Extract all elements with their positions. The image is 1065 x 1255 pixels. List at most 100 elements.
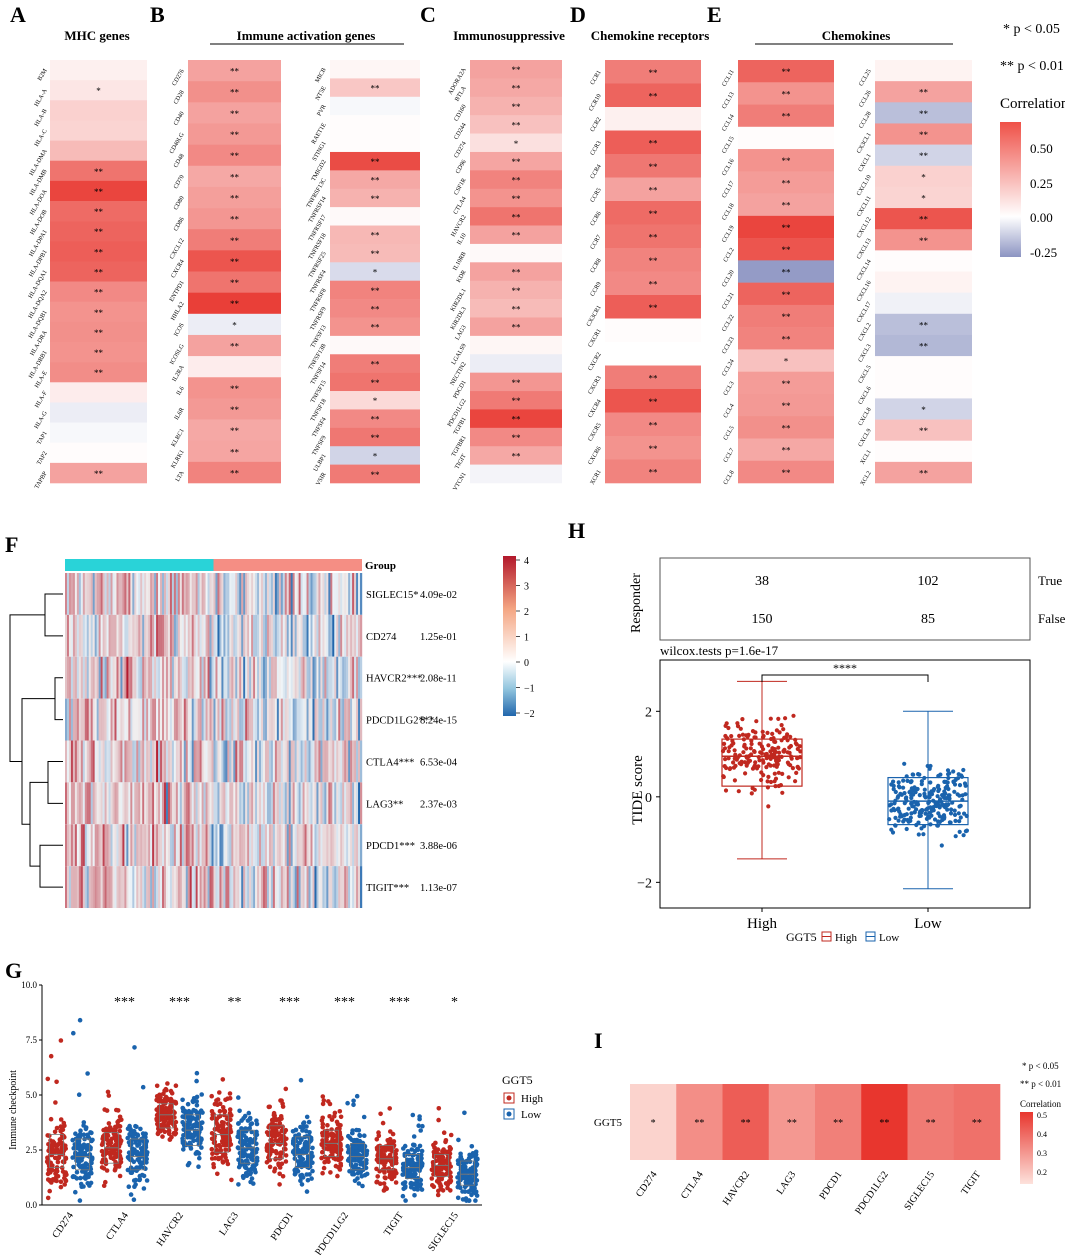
f-cell <box>274 740 278 783</box>
g-point-PDCD1LG2-High <box>332 1110 338 1116</box>
f-cell <box>146 740 149 783</box>
f-cell <box>292 656 295 699</box>
f-cell <box>82 866 85 909</box>
f-cell <box>120 573 123 615</box>
f-cell <box>270 573 274 615</box>
f-cell <box>201 614 204 657</box>
g-point-PDCD1LG2-Low <box>353 1166 359 1172</box>
g-point-CTLA4-High <box>106 1093 112 1098</box>
f-cell <box>116 573 119 615</box>
g-point-LAG3-Low <box>236 1121 241 1126</box>
f-cell <box>235 824 238 867</box>
f-cell <box>187 782 190 825</box>
g-point-CTLA4-High <box>117 1154 123 1160</box>
f-cell <box>278 573 282 615</box>
f-cell <box>169 656 173 699</box>
f-cell <box>197 866 200 909</box>
f-cell <box>259 573 262 615</box>
f-cell <box>233 698 236 741</box>
h-ytick-2: −2 <box>637 876 652 891</box>
h-point-Low <box>891 783 896 789</box>
f-cell <box>100 656 103 699</box>
h-point-High <box>726 749 731 754</box>
f-cell <box>70 614 74 657</box>
f-cell <box>152 573 155 615</box>
cell-B-TNFSF14 <box>330 354 420 373</box>
g-point-PDCD1LG2-High <box>326 1159 331 1164</box>
f-cell <box>169 698 173 741</box>
f-cell <box>185 614 188 657</box>
f-cell <box>191 782 194 825</box>
g-point-CTLA4-High <box>117 1124 123 1129</box>
f-cell <box>257 740 260 783</box>
g-point-PDCD1-High <box>280 1174 286 1179</box>
f-cell <box>120 866 123 909</box>
f-cell <box>82 614 85 657</box>
f-cell <box>154 614 157 657</box>
sig-B-ICOS: * <box>232 320 237 330</box>
f-cell <box>286 866 289 909</box>
f-dendro-6 <box>9 614 45 762</box>
sig-A-HLA-DRB1: ** <box>94 348 104 358</box>
f-cell <box>164 824 167 867</box>
f-cell <box>86 614 89 657</box>
g-box-CTLA4-Low <box>130 1138 145 1171</box>
h-responder-False: False <box>1038 611 1065 626</box>
title-A: MHC genes <box>64 28 129 43</box>
f-cell <box>221 573 224 615</box>
g-point-TIGIT-High <box>376 1157 382 1163</box>
h-plot-frame <box>659 659 1031 909</box>
h-point-Low <box>939 843 944 848</box>
g-point-TIGIT-Low <box>400 1193 406 1199</box>
sig-C-KIR2DL1: ** <box>512 286 522 296</box>
f-cell <box>185 866 188 909</box>
h-point-Low <box>890 830 896 835</box>
h-point-Low <box>945 780 950 785</box>
f-cell <box>274 614 278 657</box>
f-cell <box>308 824 311 867</box>
h-point-Low <box>914 800 919 805</box>
g-point-PDCD1LG2-Low <box>364 1171 370 1177</box>
h-point-High <box>741 750 746 755</box>
cell-E-CCL25 <box>875 60 972 82</box>
g-point-LAG3-High <box>217 1101 223 1107</box>
f-cell <box>181 740 184 783</box>
f-cell <box>191 740 194 783</box>
g-point-HAVCR2-High <box>161 1122 167 1128</box>
sig-E-CXCL1: ** <box>919 151 929 161</box>
f-cell <box>211 656 214 699</box>
g-point-LAG3-High <box>209 1116 215 1121</box>
h-xtick-High: High <box>747 916 778 932</box>
f-cell <box>132 740 135 783</box>
cell-A-HLA-A <box>50 80 147 101</box>
h-point-High <box>768 763 773 768</box>
f-cell <box>211 866 214 909</box>
h-point-High <box>765 779 770 784</box>
f-cell <box>209 740 212 783</box>
gene-A-HLA-F: HLA-F <box>34 389 49 409</box>
f-cell <box>336 614 339 657</box>
g-point-PDCD1-Low <box>299 1182 305 1187</box>
g-sig-HAVCR2: *** <box>169 995 190 1010</box>
g-point-TIGIT-High <box>393 1180 399 1185</box>
sig-E-CCL11: ** <box>782 67 792 77</box>
f-cell <box>314 614 317 657</box>
gene-B-ICOS: ICOS <box>173 321 186 337</box>
g-point-LAG3-Low <box>236 1131 241 1137</box>
f-cell <box>316 614 319 657</box>
f-cell <box>162 782 165 825</box>
sig-C-BTLA: ** <box>512 84 522 94</box>
gene-E-CCL25: CCL25 <box>858 68 873 87</box>
f-cell <box>130 866 133 909</box>
f-cell <box>108 698 111 741</box>
f-cell <box>90 614 93 657</box>
h-point-High <box>743 771 748 776</box>
f-cell <box>288 614 291 657</box>
f-cell <box>268 614 272 657</box>
g-point-PDCD1LG2-High <box>335 1173 340 1179</box>
g-point-CTLA4-High <box>103 1179 108 1185</box>
h-point-High <box>772 752 777 757</box>
g-point-TIGIT-Low <box>417 1183 423 1189</box>
g-point-HAVCR2-Low <box>186 1108 192 1114</box>
f-cell <box>92 782 95 825</box>
